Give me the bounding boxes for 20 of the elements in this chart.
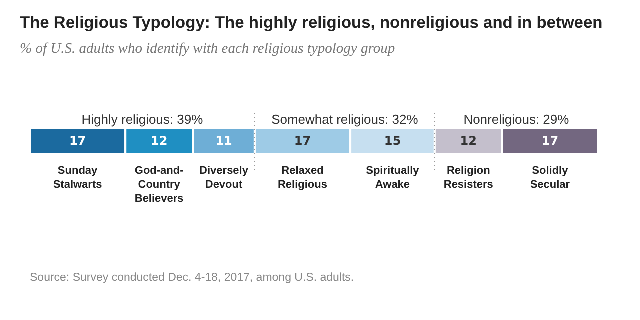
chart-title: The Religious Typology: The highly religious, nonreligious and in between (20, 13, 604, 33)
text: Highly religious: 39% (80, 112, 204, 127)
series-label: Religion Resisters (444, 165, 494, 191)
series-label: Relaxed Religious (278, 165, 328, 191)
data-label: 12 (150, 134, 168, 148)
series-label: Solidly Secular (530, 165, 571, 191)
text: Somewhat religious: 32% (270, 112, 420, 127)
data-label: 15 (384, 134, 402, 148)
data-label: 17 (69, 134, 86, 148)
source-note: Source: Survey conducted Dec. 4-18, 2017, among U.S. adults. (30, 272, 356, 284)
data-label: 17 (294, 134, 312, 148)
series-label: Sunday Stalwarts (53, 165, 102, 191)
series-label: God-and-Country Believers (134, 165, 184, 205)
text: Nonreligious: 29% (462, 112, 570, 127)
series-label: Spiritually Awake (366, 165, 420, 191)
data-label: 12 (460, 134, 478, 148)
series-label: Diversely Devout (200, 165, 250, 191)
data-label: 11 (216, 134, 232, 148)
chart-subtitle: % of U.S. adults who identify with each religious typology group (20, 41, 396, 58)
data-label: 17 (542, 134, 559, 148)
